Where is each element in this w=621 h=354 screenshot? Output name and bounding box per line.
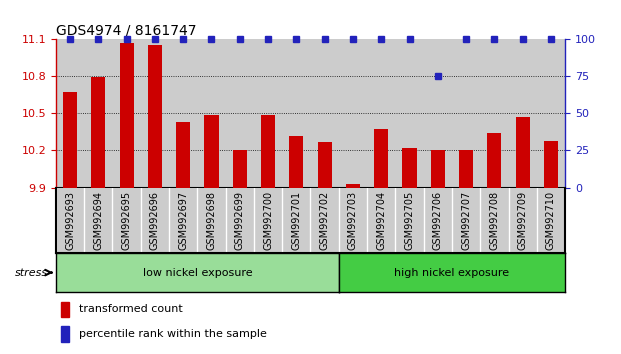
Bar [233,150,247,188]
Bar [61,302,68,317]
Text: GSM992696: GSM992696 [150,191,160,250]
Bar [84,39,112,188]
Bar [254,39,282,188]
Text: GSM992698: GSM992698 [207,191,217,250]
Bar [452,39,480,188]
Bar [317,142,332,188]
Bar [148,45,162,188]
Bar [282,39,310,188]
Text: GSM992707: GSM992707 [461,191,471,250]
Bar [197,39,225,188]
Bar [141,39,169,188]
Bar [204,115,219,188]
Bar [225,39,254,188]
Text: GSM992705: GSM992705 [404,191,414,250]
Text: GSM992699: GSM992699 [235,191,245,250]
Text: GSM992697: GSM992697 [178,191,188,250]
Text: low nickel exposure: low nickel exposure [143,268,252,278]
Text: GSM992701: GSM992701 [291,191,301,250]
Bar [367,39,396,188]
Bar [310,39,339,188]
Bar [537,39,565,188]
Bar [509,39,537,188]
Text: GSM992709: GSM992709 [518,191,528,250]
Text: GSM992700: GSM992700 [263,191,273,250]
Text: stress: stress [14,268,47,278]
Bar [61,326,68,342]
Text: high nickel exposure: high nickel exposure [394,268,509,278]
Bar [374,130,388,188]
Text: GSM992702: GSM992702 [320,191,330,250]
Bar [176,122,190,188]
Bar [424,39,452,188]
Bar [119,43,134,188]
Text: GDS4974 / 8161747: GDS4974 / 8161747 [56,24,196,38]
Bar [402,148,417,188]
Bar [261,115,275,188]
Bar [459,150,473,188]
Bar [339,39,367,188]
Bar [289,136,304,188]
Bar [431,150,445,188]
Text: GSM992703: GSM992703 [348,191,358,250]
Bar [112,39,141,188]
Text: percentile rank within the sample: percentile rank within the sample [79,329,266,339]
Text: GSM992695: GSM992695 [122,191,132,250]
Bar [487,133,501,188]
Bar [91,78,106,188]
Text: GSM992708: GSM992708 [489,191,499,250]
Text: GSM992704: GSM992704 [376,191,386,250]
Text: GSM992710: GSM992710 [546,191,556,250]
Text: GSM992706: GSM992706 [433,191,443,250]
Bar [346,184,360,188]
Bar [396,39,424,188]
Text: transformed count: transformed count [79,304,183,314]
Text: GSM992693: GSM992693 [65,191,75,250]
Bar [480,39,509,188]
Bar [56,39,84,188]
Bar [544,141,558,188]
Bar [169,39,197,188]
Text: GSM992694: GSM992694 [93,191,103,250]
Bar [63,92,77,188]
Bar [515,117,530,188]
